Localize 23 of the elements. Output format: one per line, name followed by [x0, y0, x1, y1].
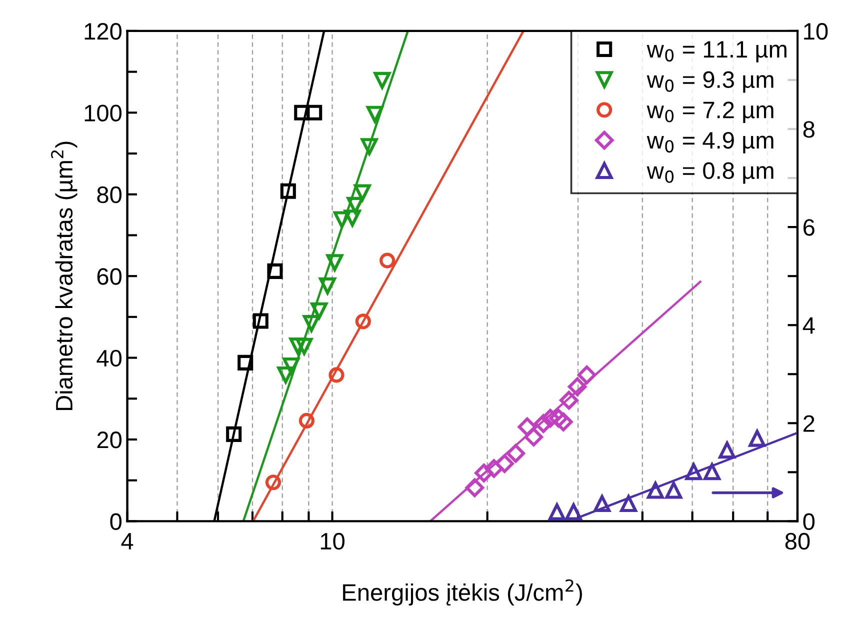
legend-label: w$_{0}$ = 4.9 µm	[646, 132, 774, 154]
legend-label: w$_{0}$ = 7.2 µm	[646, 102, 774, 124]
y-tick-label: 0	[110, 513, 122, 530]
y-tick-label: 20	[97, 432, 122, 448]
y2-tick-label: 10	[804, 23, 828, 40]
y2-tick-label: 6	[804, 219, 814, 236]
y2-tick-label: 0	[803, 513, 815, 530]
y2-tick-label: 8	[803, 121, 814, 138]
y-tick-label: 80	[97, 186, 122, 204]
y-tick-label: 40	[96, 350, 122, 367]
y-axis-title: Diametro kvadratas (µm$^{2}$)	[51, 142, 78, 410]
y-tick-label: 100	[84, 104, 122, 122]
y-tick-label: 60	[97, 268, 122, 285]
legend-label: w$_{0}$ = 9.3 µm	[646, 71, 774, 93]
legend-label: w$_{0}$ = 11.1 µm	[646, 41, 786, 62]
x-axis-title: Energijos įtėkis (J/cm$^{2}$)	[343, 579, 582, 606]
y2-tick-label: 4	[802, 317, 815, 334]
x-tick-label: 4	[121, 533, 134, 550]
y-tick-label: 120	[84, 23, 122, 40]
legend-label: w$_{0}$ = 0.8 µm	[646, 162, 774, 184]
y2-tick-label: 2	[804, 415, 814, 432]
x-tick-label: 80	[785, 532, 810, 550]
x-tick-label: 10	[320, 532, 344, 550]
